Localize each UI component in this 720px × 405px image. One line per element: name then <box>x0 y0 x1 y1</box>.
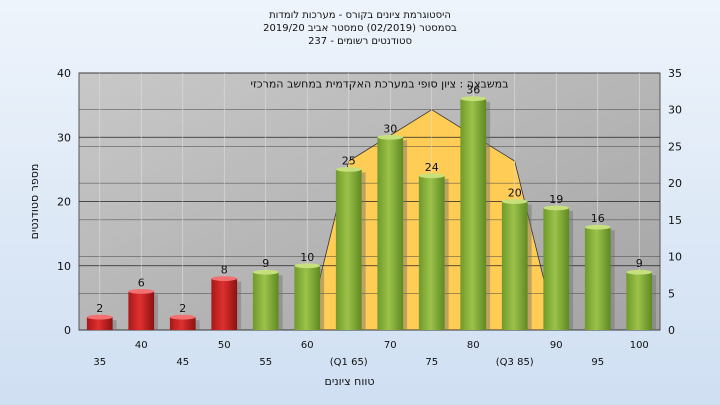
data-label-90: 19 <box>549 193 563 206</box>
bar-top <box>128 289 155 294</box>
y2-tick-label: 10 <box>668 251 682 264</box>
bar-top <box>626 269 653 275</box>
bar-top <box>418 173 445 179</box>
data-label-65: 25 <box>342 154 356 167</box>
data-label-100: 9 <box>636 257 643 270</box>
y-tick-label: 10 <box>57 260 71 273</box>
bar-top <box>460 96 487 102</box>
bar-top <box>211 276 238 281</box>
y2-tick-label: 5 <box>668 287 675 300</box>
plot-annotation: במשבצה : ציון סופי במערכת האקדמית במחשב … <box>251 78 509 91</box>
x-tick-label: 80 <box>467 340 480 351</box>
data-label-85: 20 <box>508 187 522 200</box>
chart-title-line-3: סטודנטים רשומים - 237 <box>308 36 412 47</box>
x-tick-label: (Q3 85) <box>496 357 534 368</box>
y2-tick-label: 0 <box>668 324 675 337</box>
y-tick-label: 40 <box>57 67 71 80</box>
bar-top <box>252 269 279 275</box>
bar-100 <box>626 272 653 330</box>
bar-top <box>501 199 528 204</box>
data-label-50: 8 <box>221 264 228 277</box>
data-label-75: 24 <box>425 161 439 174</box>
data-label-35: 2 <box>96 302 103 315</box>
x-tick-label: 45 <box>176 357 189 368</box>
bar-35 <box>86 317 113 330</box>
x-tick-label: 95 <box>591 357 604 368</box>
data-label-80: 36 <box>466 84 480 97</box>
bar-85 <box>501 201 528 330</box>
bar-90 <box>543 207 570 330</box>
data-label-95: 16 <box>591 212 605 225</box>
bar-top <box>543 205 570 211</box>
y2-tick-label: 20 <box>668 177 682 190</box>
x-tick-label: 60 <box>301 340 314 351</box>
y2-tick-label: 15 <box>668 214 682 227</box>
x-tick-label: 100 <box>630 340 649 351</box>
bar-top <box>169 314 196 320</box>
bar-80 <box>460 98 487 330</box>
y-tick-label: 0 <box>64 324 71 337</box>
bar-45 <box>169 317 196 330</box>
x-tick-label: 90 <box>550 340 563 351</box>
bar-top <box>584 224 611 230</box>
y2-tick-label: 25 <box>668 140 682 153</box>
y2-tick-label: 35 <box>668 67 682 80</box>
data-label-45: 2 <box>179 302 186 315</box>
x-tick-label: 55 <box>259 357 272 368</box>
bar-60 <box>294 265 321 330</box>
y-tick-label: 30 <box>57 131 71 144</box>
y2-tick-label: 30 <box>668 104 682 117</box>
bar-top <box>377 134 404 140</box>
bar-50 <box>211 278 238 330</box>
x-tick-label: 40 <box>135 340 148 351</box>
chart-title-line-2: בסמסטר (02/2019) סמסטר אביב 2019/20 <box>263 23 457 34</box>
bar-top <box>335 166 362 172</box>
x-tick-label: 75 <box>425 357 438 368</box>
bar-55 <box>252 272 279 330</box>
x-tick-label: (Q1 65) <box>330 357 368 368</box>
bar-65 <box>335 169 362 330</box>
bar-95 <box>584 227 611 330</box>
data-label-40: 6 <box>138 276 145 289</box>
x-tick-label: 50 <box>218 340 231 351</box>
bar-70 <box>377 137 404 330</box>
bar-top <box>294 263 321 269</box>
y-axis-title: מספר סטודנטים <box>28 164 41 240</box>
x-tick-label: 35 <box>93 357 106 368</box>
y-tick-label: 20 <box>57 196 71 209</box>
bar-75 <box>418 175 445 330</box>
bar-top <box>86 314 113 320</box>
bar-40 <box>128 291 155 330</box>
chart-title-line-1: היסטוגרמת ציונים בקורס - מערכות לומדות <box>269 10 451 21</box>
data-label-60: 10 <box>300 251 314 264</box>
x-tick-label: 70 <box>384 340 397 351</box>
data-label-70: 30 <box>383 122 397 135</box>
x-axis-title: טווח ציונים <box>325 375 375 388</box>
data-label-55: 9 <box>262 257 269 270</box>
